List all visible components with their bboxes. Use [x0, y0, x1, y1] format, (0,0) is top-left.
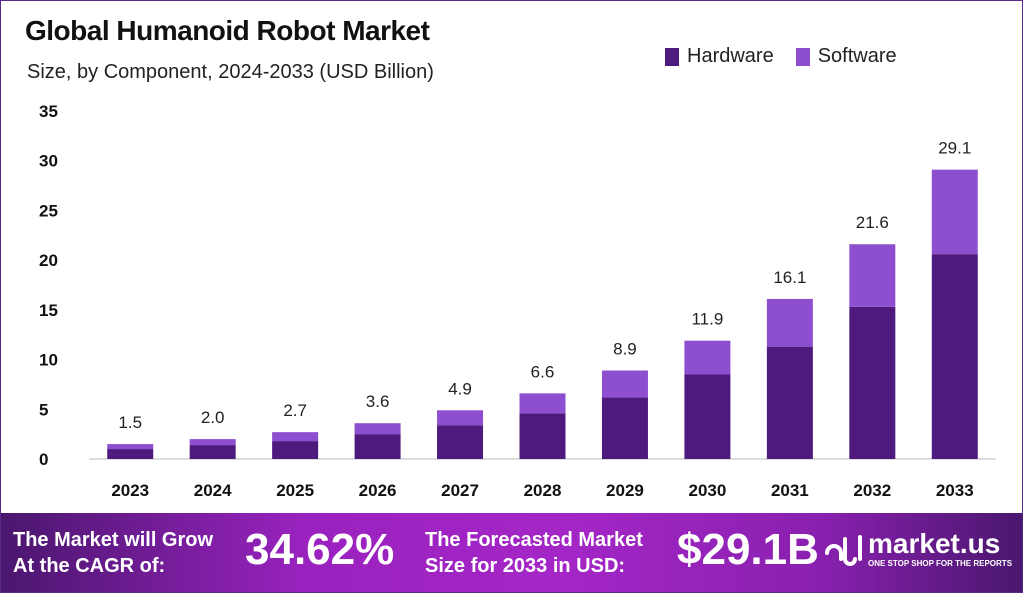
x-tick-label: 2033: [936, 481, 974, 500]
data-label: 4.9: [448, 379, 472, 398]
x-tick-label: 2032: [853, 481, 891, 500]
bar-hardware: [931, 254, 978, 459]
cagr-caption-line2: At the CAGR of:: [13, 555, 166, 577]
x-tick-label: 2028: [524, 481, 562, 500]
x-tick-label: 2030: [688, 481, 726, 500]
market-us-logo: market.us ONE STOP SHOP FOR THE REPORTS: [823, 529, 1012, 569]
legend-label: Hardware: [687, 45, 774, 67]
bar-software: [931, 169, 978, 255]
bar-software: [519, 393, 566, 414]
bar-chart: 051015202530351.520232.020242.720253.620…: [39, 102, 996, 500]
y-tick-label: 0: [39, 450, 48, 469]
bar-hardware: [684, 374, 731, 459]
bar-software: [437, 410, 484, 426]
x-tick-label: 2027: [441, 481, 479, 500]
chart-subtitle: Size, by Component, 2024-2033 (USD Billi…: [27, 61, 434, 83]
bar-software: [849, 244, 896, 307]
bar-hardware: [354, 434, 401, 459]
legend: Hardware Software: [665, 45, 897, 68]
data-label: 21.6: [856, 213, 889, 232]
legend-label: Software: [817, 45, 897, 67]
y-tick-label: 20: [39, 251, 58, 270]
summary-banner: The Market will Grow At the CAGR of: 34.…: [1, 513, 1022, 592]
bar-software: [272, 432, 319, 442]
bar-hardware: [272, 441, 319, 459]
x-tick-label: 2029: [606, 481, 644, 500]
x-tick-label: 2023: [111, 481, 149, 500]
x-tick-label: 2031: [771, 481, 809, 500]
bar-hardware: [189, 445, 236, 459]
cagr-value: 34.62%: [245, 525, 395, 574]
logo-name: market.us: [868, 528, 1001, 559]
legend-hardware: Hardware: [665, 45, 774, 68]
cagr-caption-line1: The Market will Grow: [13, 529, 214, 551]
forecast-caption: The Forecasted Market Size for 2033 in U…: [425, 527, 643, 579]
data-label: 1.5: [118, 413, 142, 432]
y-tick-label: 25: [39, 201, 58, 220]
data-label: 2.0: [201, 408, 225, 427]
chart-title: Global Humanoid Robot Market: [25, 15, 430, 46]
forecast-value: $29.1B: [677, 525, 819, 574]
bar-hardware: [766, 346, 813, 459]
data-label: 16.1: [773, 268, 806, 287]
data-label: 3.6: [366, 392, 390, 411]
bar-hardware: [519, 413, 566, 459]
logo-mark-icon: [825, 535, 862, 566]
legend-swatch-hardware: [665, 47, 679, 66]
data-label: 11.9: [691, 310, 723, 329]
x-tick-label: 2024: [194, 481, 232, 500]
y-tick-label: 30: [39, 152, 58, 171]
data-label: 8.9: [613, 340, 637, 359]
bar-hardware: [849, 306, 896, 459]
legend-software: Software: [795, 45, 897, 68]
cagr-caption: The Market will Grow At the CAGR of:: [13, 527, 213, 579]
bar-software: [107, 444, 154, 450]
y-tick-label: 5: [39, 400, 48, 419]
data-label: 6.6: [531, 362, 555, 381]
x-tick-label: 2026: [359, 481, 397, 500]
bar-software: [601, 370, 648, 398]
legend-swatch-software: [795, 47, 810, 66]
data-label: 29.1: [938, 139, 971, 158]
bar-hardware: [601, 397, 648, 459]
x-tick-label: 2025: [276, 481, 314, 500]
forecast-caption-line2: Size for 2033 in USD:: [425, 555, 626, 577]
bar-software: [766, 298, 813, 347]
data-label: 2.7: [283, 401, 307, 420]
y-tick-label: 10: [39, 351, 58, 370]
bar-software: [354, 423, 401, 435]
bar-software: [684, 340, 731, 375]
logo-tagline: ONE STOP SHOP FOR THE REPORTS: [868, 559, 1013, 568]
bar-hardware: [107, 449, 154, 459]
bar-software: [189, 439, 236, 446]
y-tick-label: 15: [39, 301, 58, 320]
bar-hardware: [437, 425, 484, 459]
y-tick-label: 35: [39, 102, 58, 121]
forecast-caption-line1: The Forecasted Market: [425, 529, 643, 551]
